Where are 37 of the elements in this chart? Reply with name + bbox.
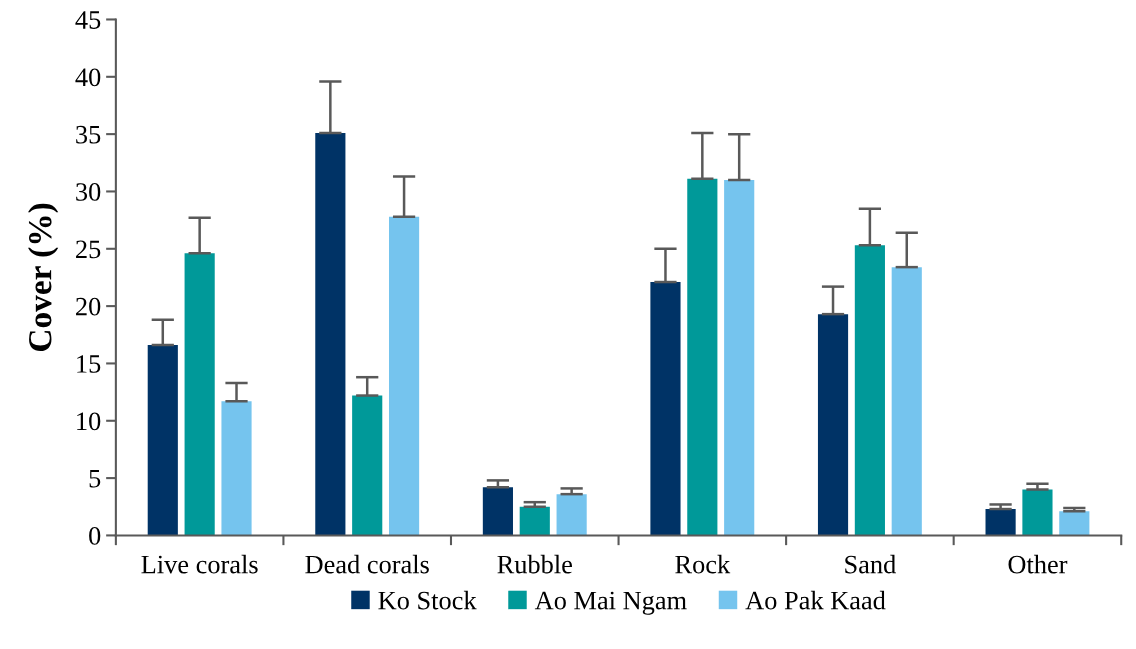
bar [985, 509, 1016, 536]
bar [184, 253, 215, 536]
legend-label: Ao Mai Ngam [534, 591, 687, 615]
bar [147, 345, 178, 536]
x-tick-label: Dead corals [305, 554, 429, 574]
x-tick-label: Live corals [141, 554, 258, 574]
y-tick-label: 25 [76, 240, 101, 259]
x-tick-label: Sand [845, 554, 896, 574]
y-tick-label: 10 [77, 412, 101, 431]
bar [891, 267, 922, 536]
bar [482, 487, 513, 536]
bar [724, 179, 755, 536]
y-axis-title: Cover (%) [28, 203, 59, 351]
legend-label: Ko Stock [378, 590, 477, 610]
bar [352, 395, 383, 536]
bar [854, 245, 885, 536]
y-tick-label: 15 [77, 355, 101, 373]
bar [687, 178, 718, 536]
bar [556, 494, 587, 536]
y-tick-label: 45 [75, 11, 101, 29]
x-tick-label: Other [1008, 554, 1068, 574]
bar [650, 282, 681, 536]
y-tick-label: 40 [75, 68, 101, 87]
y-tick-label: 20 [76, 297, 101, 316]
bar [817, 314, 849, 536]
legend-label: Ao Pak Kaad [745, 590, 886, 610]
bar [315, 132, 346, 536]
bar [519, 506, 550, 536]
bar [221, 401, 252, 536]
y-tick-label: 0 [89, 527, 101, 545]
bar [1022, 489, 1053, 536]
bar [388, 216, 420, 536]
y-tick-label: 35 [76, 125, 101, 144]
y-tick-label: 5 [89, 469, 101, 488]
y-tick-label: 30 [76, 183, 101, 201]
x-tick-label: Rubble [497, 554, 572, 574]
x-tick-label: Rock [675, 554, 731, 574]
